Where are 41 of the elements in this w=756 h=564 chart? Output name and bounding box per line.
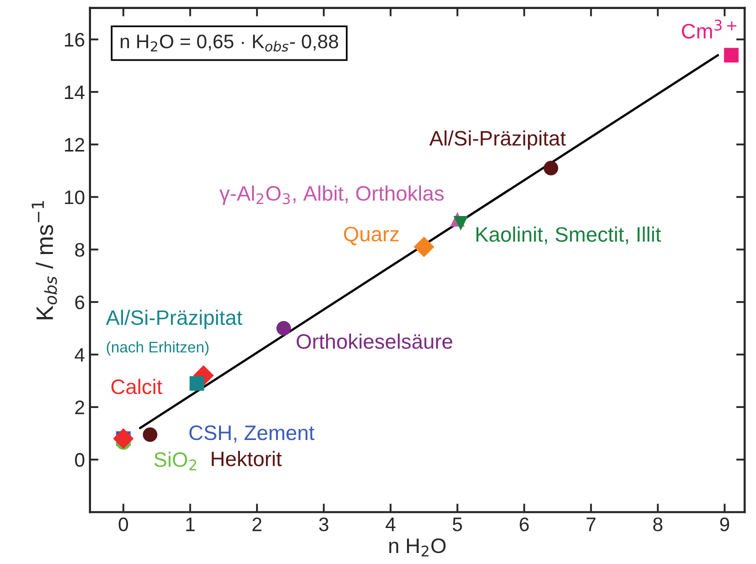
- point: [453, 216, 468, 231]
- series-label: SiO$_{2}$: [154, 452, 196, 470]
- x-tick-label: 9: [720, 517, 730, 532]
- y-axis-title: K$_{obs}$ / ms$^{−1}$: [32, 201, 57, 320]
- series-label: γ-Al$_{2}$O$_{3}$, Albit, Orthoklas: [219, 186, 444, 205]
- y-tick-label: 6: [75, 295, 84, 310]
- series-label: Cm$^{3+}$: [682, 20, 736, 39]
- series-label: Al/Si-Präzipitat: [429, 130, 566, 150]
- x-tick-label: 7: [586, 518, 596, 532]
- y-tick-label: 8: [75, 242, 84, 257]
- annotation: n H$_{2}$O = 0,65 · K$_{obs}$- 0,88: [120, 34, 338, 52]
- x-tick-label: 5: [452, 518, 462, 532]
- text: Al/Si-Präzipitat (nach Erhitzen): [106, 310, 242, 356]
- y-tick-label: 14: [64, 86, 85, 99]
- x-tick-label: 2: [252, 517, 262, 532]
- point: [414, 236, 434, 258]
- point: [142, 427, 158, 442]
- series-label: Kaolinit, Smectit, Illit: [476, 226, 661, 244]
- point: [190, 376, 204, 391]
- x-tick-label: 3: [319, 517, 328, 532]
- y-tick-label: 10: [64, 190, 84, 204]
- series-label: Calcit: [111, 378, 162, 394]
- y-tick-label: 4: [74, 348, 85, 362]
- text: CSH, Zement: [189, 425, 314, 443]
- series-label: Quarz: [344, 226, 399, 246]
- y-tick-label: 12: [64, 138, 84, 152]
- x-tick-label: 6: [520, 517, 529, 532]
- x-tick-label: 8: [653, 517, 662, 532]
- text: Hektorit: [212, 450, 282, 466]
- y-tick-label: 0: [75, 453, 84, 467]
- point: [724, 48, 739, 62]
- x-tick-label: 1: [186, 518, 195, 532]
- series-label: Orthokieselsäure: [296, 334, 452, 349]
- point: [113, 428, 134, 449]
- x-tick-label: 4: [386, 518, 396, 532]
- x-tick-label: 0: [118, 517, 128, 532]
- point: [544, 160, 558, 176]
- y-tick-label: 2: [75, 400, 84, 414]
- y-tick-label: 16: [64, 32, 84, 47]
- point: [276, 321, 291, 336]
- x-axis-title: n H$_{2}$O: [389, 538, 446, 556]
